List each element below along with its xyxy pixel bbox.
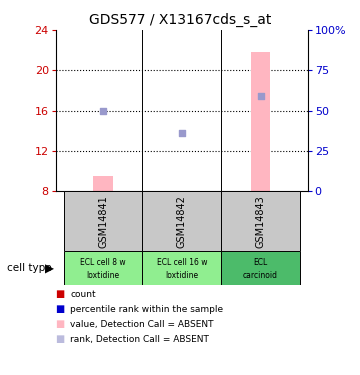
Text: ECL cell 16 w: ECL cell 16 w bbox=[157, 258, 207, 267]
Point bbox=[258, 93, 264, 99]
Point bbox=[179, 130, 185, 136]
Text: GSM14842: GSM14842 bbox=[177, 195, 187, 248]
Text: ■: ■ bbox=[55, 320, 64, 329]
Bar bbox=[251, 52, 270, 191]
Bar bbox=[64, 251, 143, 285]
Text: GDS577 / X13167cds_s_at: GDS577 / X13167cds_s_at bbox=[89, 13, 271, 27]
Text: ECL: ECL bbox=[253, 258, 268, 267]
Text: ■: ■ bbox=[55, 290, 64, 299]
Text: value, Detection Call = ABSENT: value, Detection Call = ABSENT bbox=[70, 320, 214, 329]
Text: loxtidine: loxtidine bbox=[86, 271, 120, 280]
Text: ■: ■ bbox=[55, 304, 64, 314]
Text: cell type: cell type bbox=[7, 263, 52, 273]
Text: GSM14841: GSM14841 bbox=[98, 195, 108, 248]
Text: ■: ■ bbox=[55, 334, 64, 344]
Bar bbox=[221, 191, 300, 251]
Point bbox=[100, 108, 106, 114]
Text: count: count bbox=[70, 290, 96, 299]
Bar bbox=[143, 191, 221, 251]
Bar bbox=[221, 251, 300, 285]
Bar bbox=[64, 191, 143, 251]
Bar bbox=[143, 251, 221, 285]
Text: percentile rank within the sample: percentile rank within the sample bbox=[70, 305, 223, 314]
Text: rank, Detection Call = ABSENT: rank, Detection Call = ABSENT bbox=[70, 335, 209, 344]
Bar bbox=[93, 176, 113, 191]
Text: ▶: ▶ bbox=[45, 263, 54, 276]
Text: carcinoid: carcinoid bbox=[243, 271, 278, 280]
Text: GSM14843: GSM14843 bbox=[256, 195, 266, 248]
Text: loxtidine: loxtidine bbox=[165, 271, 198, 280]
Text: ECL cell 8 w: ECL cell 8 w bbox=[80, 258, 126, 267]
